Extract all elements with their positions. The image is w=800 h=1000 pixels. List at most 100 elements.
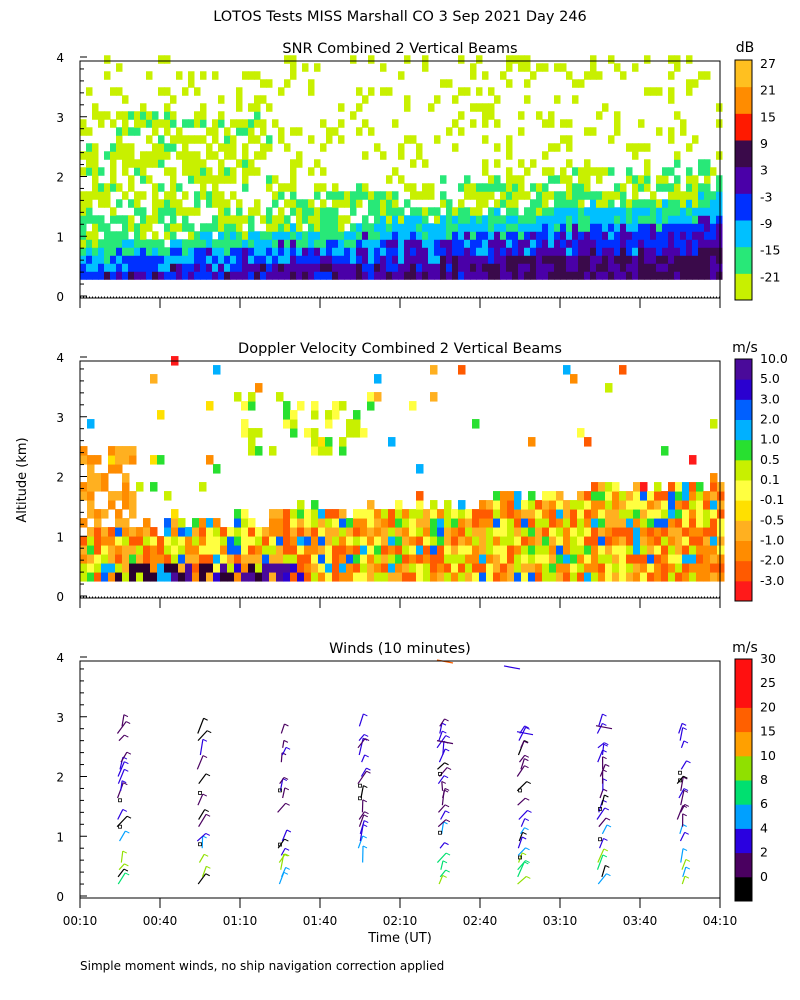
wind-barb — [680, 848, 684, 863]
snr-cell — [206, 167, 213, 176]
snr-cell — [542, 167, 549, 176]
colorbar-swatch — [735, 876, 752, 902]
velocity-cell — [318, 509, 326, 519]
snr-cell — [452, 143, 459, 152]
velocity-cell — [486, 500, 494, 510]
velocity-cell — [129, 509, 137, 519]
snr-cell — [668, 199, 675, 208]
snr-cell — [242, 175, 249, 184]
velocity-cell — [402, 518, 410, 528]
snr-cell — [434, 223, 441, 232]
velocity-cell — [353, 572, 361, 582]
snr-cell — [284, 231, 291, 240]
wind-barb-flag — [363, 820, 369, 824]
snr-cell — [716, 271, 723, 280]
velocity-cell — [682, 536, 690, 546]
velocity-cell — [549, 554, 557, 564]
snr-cell — [110, 175, 117, 184]
snr-cell — [404, 103, 411, 112]
wind-calm-marker — [438, 830, 442, 835]
velocity-cell — [521, 536, 529, 546]
snr-cell — [614, 239, 621, 248]
snr-cell — [464, 255, 471, 264]
snr-cell — [368, 87, 375, 96]
velocity-cell — [584, 554, 592, 564]
snr-cell — [212, 263, 219, 272]
velocity-cell — [115, 509, 123, 519]
snr-cell — [614, 215, 621, 224]
snr-cell — [200, 135, 207, 144]
velocity-cell — [290, 509, 298, 519]
alt-tick-label: 0 — [56, 890, 64, 904]
snr-cell — [446, 199, 453, 208]
wind-barb-flag — [602, 778, 608, 782]
snr-cell — [326, 271, 333, 280]
snr-cell — [470, 191, 477, 200]
snr-cell — [134, 271, 141, 280]
velocity-cell — [710, 545, 718, 555]
wind-barb-flag — [363, 814, 368, 818]
snr-cell — [440, 231, 447, 240]
snr-cell — [506, 183, 513, 192]
snr-cell — [482, 231, 489, 240]
velocity-cell — [479, 536, 487, 546]
velocity-cell — [500, 509, 508, 519]
wind-barb — [117, 769, 125, 784]
snr-cell — [170, 183, 177, 192]
velocity-cell — [241, 428, 249, 438]
snr-cell — [428, 231, 435, 240]
snr-cell — [158, 215, 165, 224]
velocity-cell — [514, 518, 522, 528]
snr-cell — [458, 183, 465, 192]
snr-cell — [488, 239, 495, 248]
snr-cell — [686, 55, 693, 64]
velocity-cell — [703, 554, 711, 564]
wind-barb-flag — [521, 852, 527, 856]
snr-cell — [260, 263, 267, 272]
snr-cell — [626, 199, 633, 208]
snr-cell — [506, 223, 513, 232]
snr-cell — [212, 239, 219, 248]
velocity-cell — [269, 518, 277, 528]
velocity-cell — [220, 545, 228, 555]
snr-cell — [620, 263, 627, 272]
snr-cell — [716, 175, 723, 184]
velocity-cell — [332, 554, 340, 564]
wind-barb — [118, 863, 125, 871]
velocity-cell — [332, 518, 340, 528]
velocity-cell — [577, 536, 585, 546]
snr-cell — [668, 183, 675, 192]
velocity-cell — [535, 536, 543, 546]
snr-cell — [656, 271, 663, 280]
velocity-cell — [283, 410, 291, 420]
velocity-cell — [682, 545, 690, 555]
velocity-cell — [94, 545, 102, 555]
velocity-cell — [276, 563, 284, 573]
velocity-cell — [192, 527, 200, 537]
snr-cell — [338, 231, 345, 240]
velocity-cell — [332, 536, 340, 546]
wind-barb-flag — [284, 838, 289, 842]
wind-barb — [280, 723, 286, 734]
velocity-cell — [423, 572, 431, 582]
snr-cell — [704, 215, 711, 224]
velocity-cell — [325, 419, 333, 429]
snr-cell — [392, 255, 399, 264]
snr-cell — [416, 223, 423, 232]
velocity-cell — [556, 572, 564, 582]
snr-cell — [272, 271, 279, 280]
snr-cell — [704, 175, 711, 184]
snr-cell — [410, 191, 417, 200]
snr-cell — [494, 255, 501, 264]
snr-cell — [230, 175, 237, 184]
snr-cell — [494, 207, 501, 216]
velocity-cell — [500, 491, 508, 501]
snr-cell — [518, 247, 525, 256]
wind-barb — [437, 762, 445, 770]
velocity-cell — [297, 401, 305, 411]
snr-cell — [422, 247, 429, 256]
velocity-cell — [297, 554, 305, 564]
snr-cell — [440, 271, 447, 280]
snr-cell — [434, 239, 441, 248]
snr-cell — [632, 271, 639, 280]
